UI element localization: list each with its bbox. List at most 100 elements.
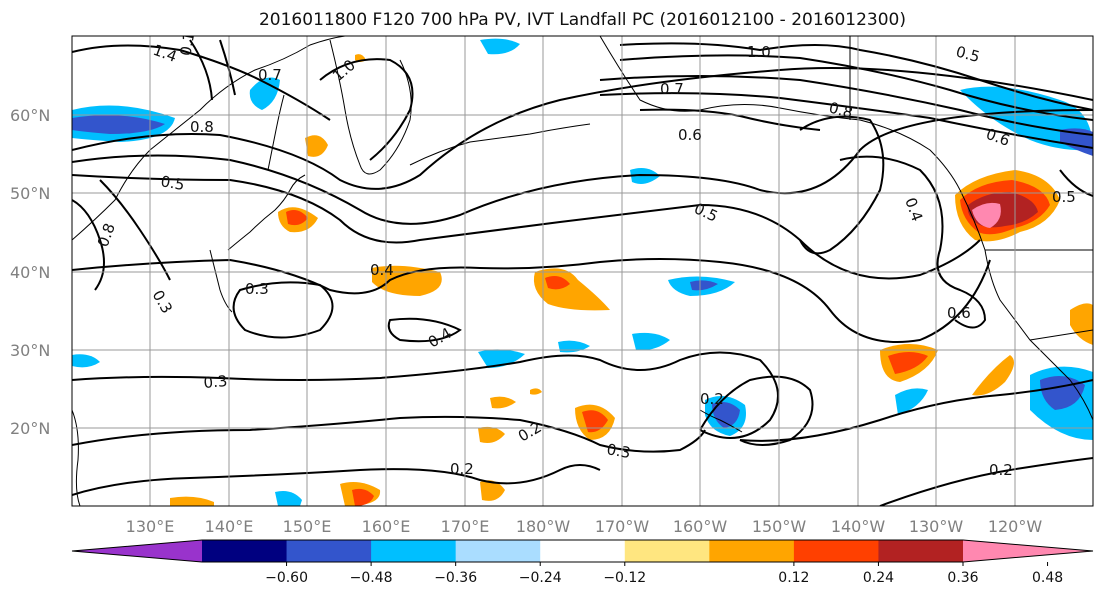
coastline-philippines	[72, 409, 81, 506]
positive-anomaly-region	[305, 135, 328, 157]
contour-label: 0.5	[954, 42, 982, 66]
colorbar-tick-label: −0.12	[603, 570, 646, 586]
contour-label: 0.5	[159, 172, 186, 194]
coastline-north-america	[959, 189, 1093, 421]
colorbar-tick-label: −0.60	[265, 570, 308, 586]
pv-contour	[72, 109, 1093, 225]
contour-label: 0.8	[190, 118, 214, 136]
positive-anomaly-region	[530, 388, 542, 395]
positive-anomaly-region	[972, 355, 1014, 396]
positive-anomaly-region	[582, 410, 608, 433]
colorbar-tick-label: 0.48	[1032, 570, 1063, 586]
contour-label: 0.7	[258, 66, 282, 84]
contour-label: 0.1	[177, 31, 199, 58]
colorbar-tick-label: 0.36	[947, 570, 978, 586]
coastline-korea	[209, 249, 233, 313]
contour-label: 0.8	[827, 98, 855, 122]
colorbar: −0.60 −0.48 −0.36 −0.24 −0.12 0.12 0.24 0.36 0.4…	[71, 539, 1094, 586]
longitude-label: 160°E	[362, 517, 411, 536]
colorbar-tick-label: 0.12	[778, 570, 809, 586]
pv-contour	[72, 67, 1093, 190]
pv-contour	[232, 281, 334, 339]
pv-contour	[599, 92, 1093, 149]
colorbar-swatch	[286, 540, 372, 562]
negative-anomaly-region	[72, 115, 165, 134]
colorbar-tick-label: −0.24	[519, 570, 562, 586]
positive-anomaly-region	[480, 480, 505, 501]
positive-anomaly-region	[888, 352, 928, 374]
latitude-label: 60°N	[10, 106, 50, 125]
colorbar-tick-label: −0.48	[350, 570, 393, 586]
negative-anomaly-region	[1060, 128, 1093, 156]
pv-contour	[1059, 169, 1093, 197]
contour-label: 0.6	[678, 126, 702, 144]
pv-contour	[619, 42, 1093, 111]
contour-label: 0.3	[203, 372, 228, 392]
pv-contour	[879, 457, 1093, 506]
pv-contour	[319, 58, 414, 161]
latitude-label: 40°N	[10, 263, 50, 282]
coastline-kamchatka	[329, 39, 412, 175]
longitude-label: 140°E	[205, 517, 254, 536]
latitude-labels: 60°N 50°N 40°N 30°N 20°N	[10, 106, 50, 438]
coastline-aleutians	[409, 123, 591, 166]
contour-label: 0.7	[660, 80, 684, 98]
negative-anomaly-region	[478, 349, 525, 368]
colorbar-tick-label: 0.24	[863, 570, 894, 586]
longitude-labels: 130°E 140°E 150°E 160°E 170°E 180°W 170°…	[126, 517, 1043, 536]
coastline-sakhalin	[267, 94, 285, 171]
latitude-label: 30°N	[10, 341, 50, 360]
gridlines	[72, 36, 1093, 506]
longitude-label: 120°W	[988, 517, 1043, 536]
contour-label: 0.2	[450, 460, 474, 478]
pv-contour	[387, 317, 462, 343]
contour-label: 0.3	[605, 440, 632, 462]
longitude-label: 160°W	[673, 517, 728, 536]
pv-contour	[799, 115, 885, 255]
colorbar-swatch	[624, 540, 710, 562]
contour-labels: 1.4 1.0 1.0 0.7 0.8 0.5 0.8 0.3 0.4 0.3 …	[94, 31, 1076, 479]
pv-contour	[189, 39, 213, 101]
pv-contour	[599, 75, 1093, 136]
positive-anomaly-region	[352, 488, 374, 506]
latitude-label: 20°N	[10, 419, 50, 438]
pv-contour	[72, 258, 991, 343]
pv-contour	[639, 108, 821, 131]
coastlines	[72, 36, 1093, 506]
positive-anomaly-region	[490, 396, 516, 409]
negative-anomaly-region	[712, 402, 740, 428]
plot-frame	[71, 35, 1094, 507]
negative-anomaly-region	[632, 332, 670, 351]
contour-label: 0.4	[370, 261, 394, 279]
longitude-label: 150°E	[283, 517, 332, 536]
negative-anomaly-region	[72, 354, 100, 368]
negative-anomaly-region	[690, 280, 718, 291]
colorbar-swatch	[540, 540, 626, 562]
pv-contours	[72, 39, 1093, 506]
border-mexico	[1029, 329, 1093, 341]
contour-label: 0.5	[1052, 188, 1076, 206]
pv-contour	[72, 351, 779, 439]
colorbar-swatch	[878, 540, 964, 562]
pv-contour	[72, 199, 105, 291]
positive-anomaly-region	[1070, 303, 1093, 345]
latitude-label: 50°N	[10, 184, 50, 203]
pv-contour	[739, 379, 1093, 442]
pv-contour	[72, 44, 331, 121]
pv-contour	[72, 415, 706, 453]
pv-contour	[839, 155, 987, 329]
longitude-label: 170°W	[595, 517, 650, 536]
coastline-japan	[227, 174, 306, 251]
negative-anomaly-region	[895, 388, 928, 415]
pv-contour	[99, 179, 171, 281]
positive-anomaly-region	[286, 210, 308, 226]
colorbar-swatch	[793, 540, 879, 562]
longitude-label: 130°E	[126, 517, 175, 536]
colorbar-extend-high	[963, 540, 1093, 562]
colorbar-swatch	[202, 540, 288, 562]
positive-anomaly-region	[372, 265, 442, 296]
colorbar-swatch	[709, 540, 795, 562]
coastline-alaska	[599, 36, 961, 191]
positive-anomaly-region	[545, 276, 570, 290]
